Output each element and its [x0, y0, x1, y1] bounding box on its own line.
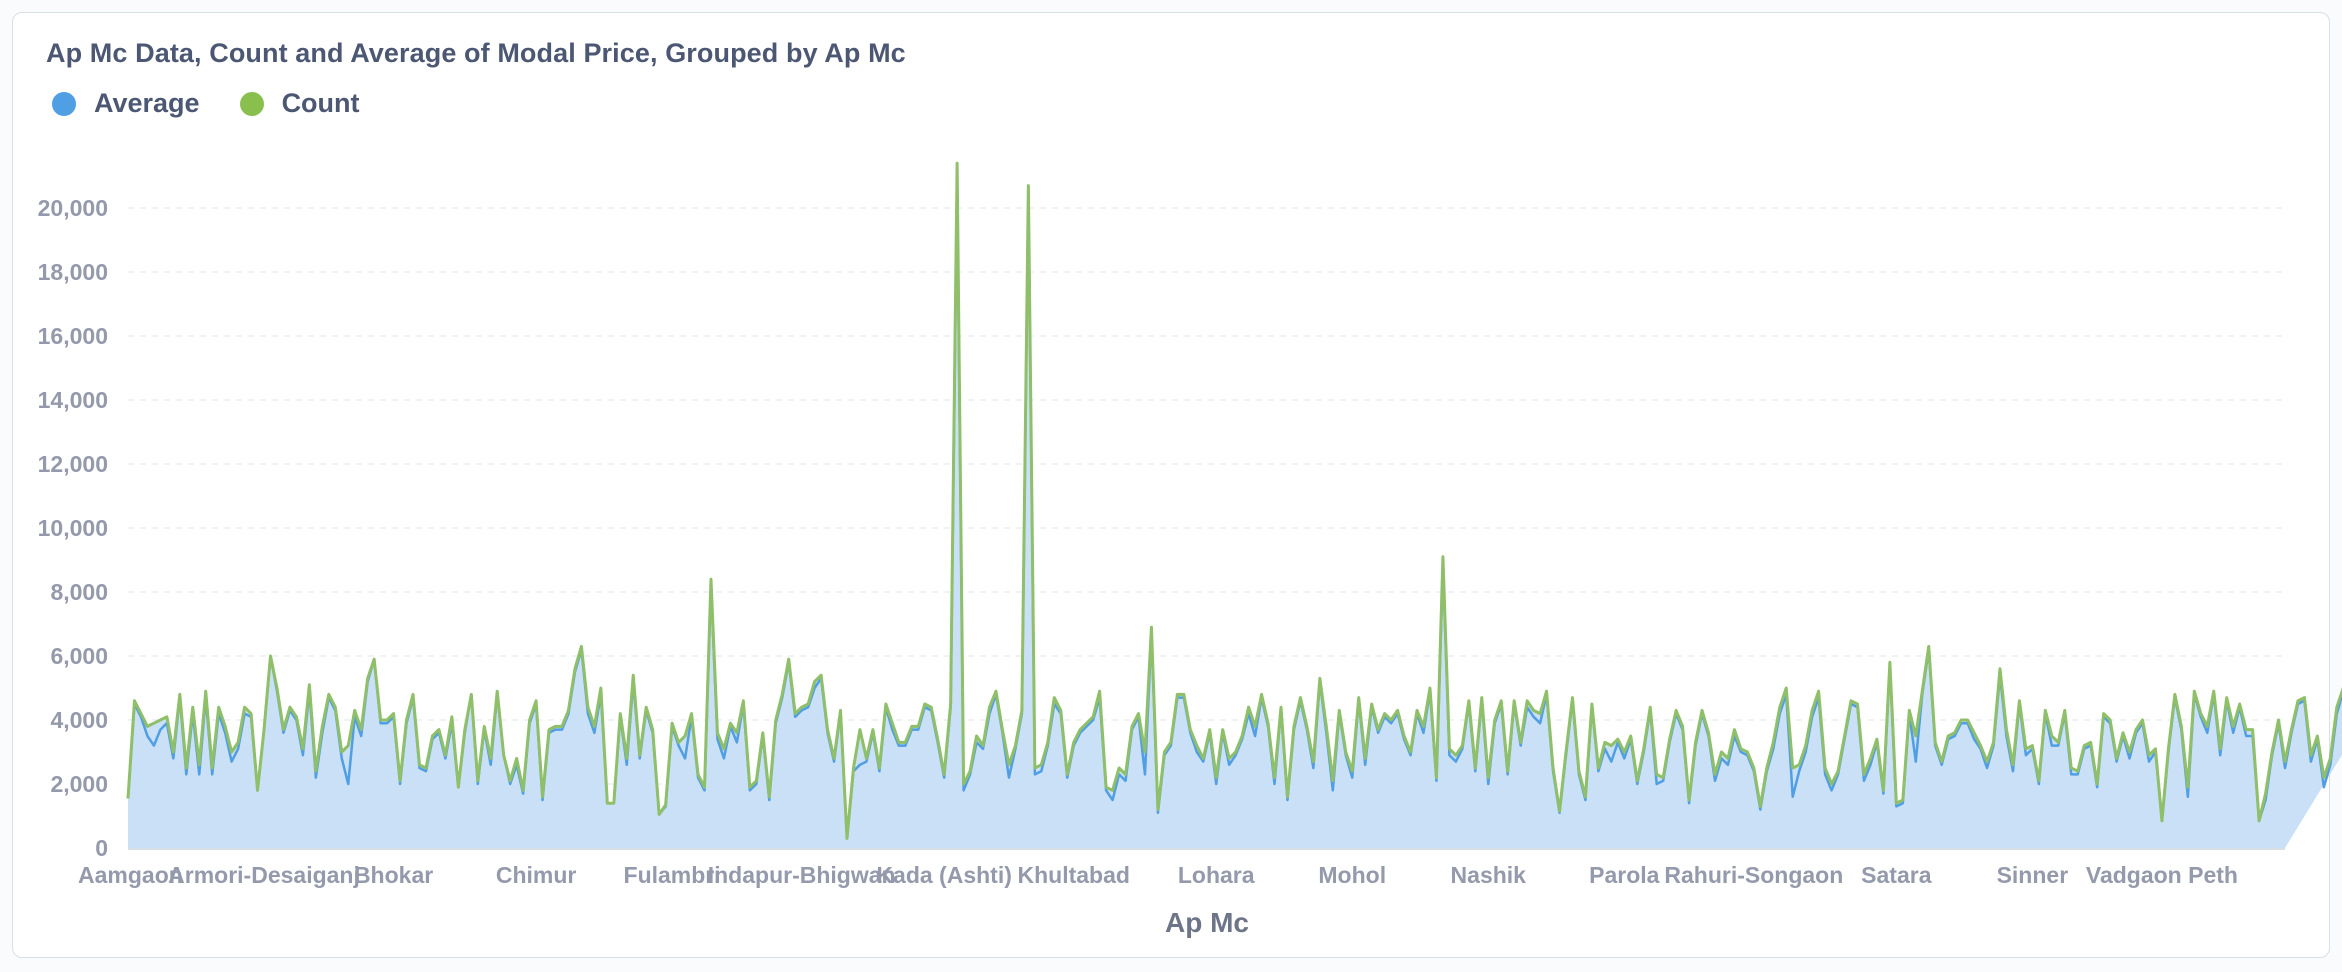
y-tick-label: 6,000 [50, 643, 108, 669]
series-lines [126, 161, 2342, 840]
x-tick-label: Fulambri [624, 862, 721, 888]
y-tick-label: 0 [95, 835, 108, 861]
x-tick-label: Nashik [1451, 862, 1527, 888]
series-line-average [126, 174, 2342, 840]
y-tick-label: 18,000 [38, 259, 108, 285]
x-tick-label: Bhokar [354, 862, 433, 888]
x-tick-label: Parola [1589, 862, 1660, 888]
y-tick-label: 4,000 [50, 707, 108, 733]
y-tick-label: 10,000 [38, 515, 108, 541]
x-tick-label: Mohol [1318, 862, 1386, 888]
legend: Average Count [52, 88, 400, 119]
legend-label-count: Count [281, 88, 360, 118]
x-tick-label: Vadgaon Peth [2086, 862, 2238, 888]
y-tick-label: 8,000 [50, 579, 108, 605]
x-tick-label: Khultabad [1017, 862, 1129, 888]
x-tick-label: Lohara [1178, 862, 1255, 888]
x-tick-label: Kada (Ashti) [876, 862, 1011, 888]
x-tick-label: Rahuri-Songaon [1664, 862, 1843, 888]
legend-dot-count [239, 91, 264, 116]
y-tick-label: 20,000 [38, 195, 108, 221]
gridlines [128, 207, 2285, 785]
series-line-count [126, 161, 2342, 840]
legend-label-average: Average [94, 88, 200, 118]
chart-title: Ap Mc Data, Count and Average of Modal P… [46, 38, 906, 68]
y-axis-ticks: 0 2,000 4,000 6,000 8,000 10,000 12,000 14,000 1… [38, 195, 108, 861]
x-axis-title: Ap Mc [1165, 907, 1249, 938]
y-tick-label: 14,000 [38, 387, 108, 413]
legend-dot-average [52, 91, 76, 116]
x-tick-label: Chimur [496, 862, 577, 888]
x-tick-label: Indapur-Bhigwan [708, 862, 896, 888]
legend-item-average[interactable]: Average [52, 88, 200, 119]
y-tick-label: 12,000 [38, 451, 108, 477]
y-tick-label: 2,000 [50, 771, 108, 797]
x-tick-label: Armori-Desaiganj [168, 862, 360, 888]
y-tick-label: 16,000 [38, 323, 108, 349]
legend-item-count[interactable]: Count [239, 88, 360, 119]
x-tick-label: Satara [1861, 862, 1932, 888]
x-tick-label: Aamgaon [78, 862, 183, 888]
x-tick-label: Sinner [1997, 862, 2069, 888]
